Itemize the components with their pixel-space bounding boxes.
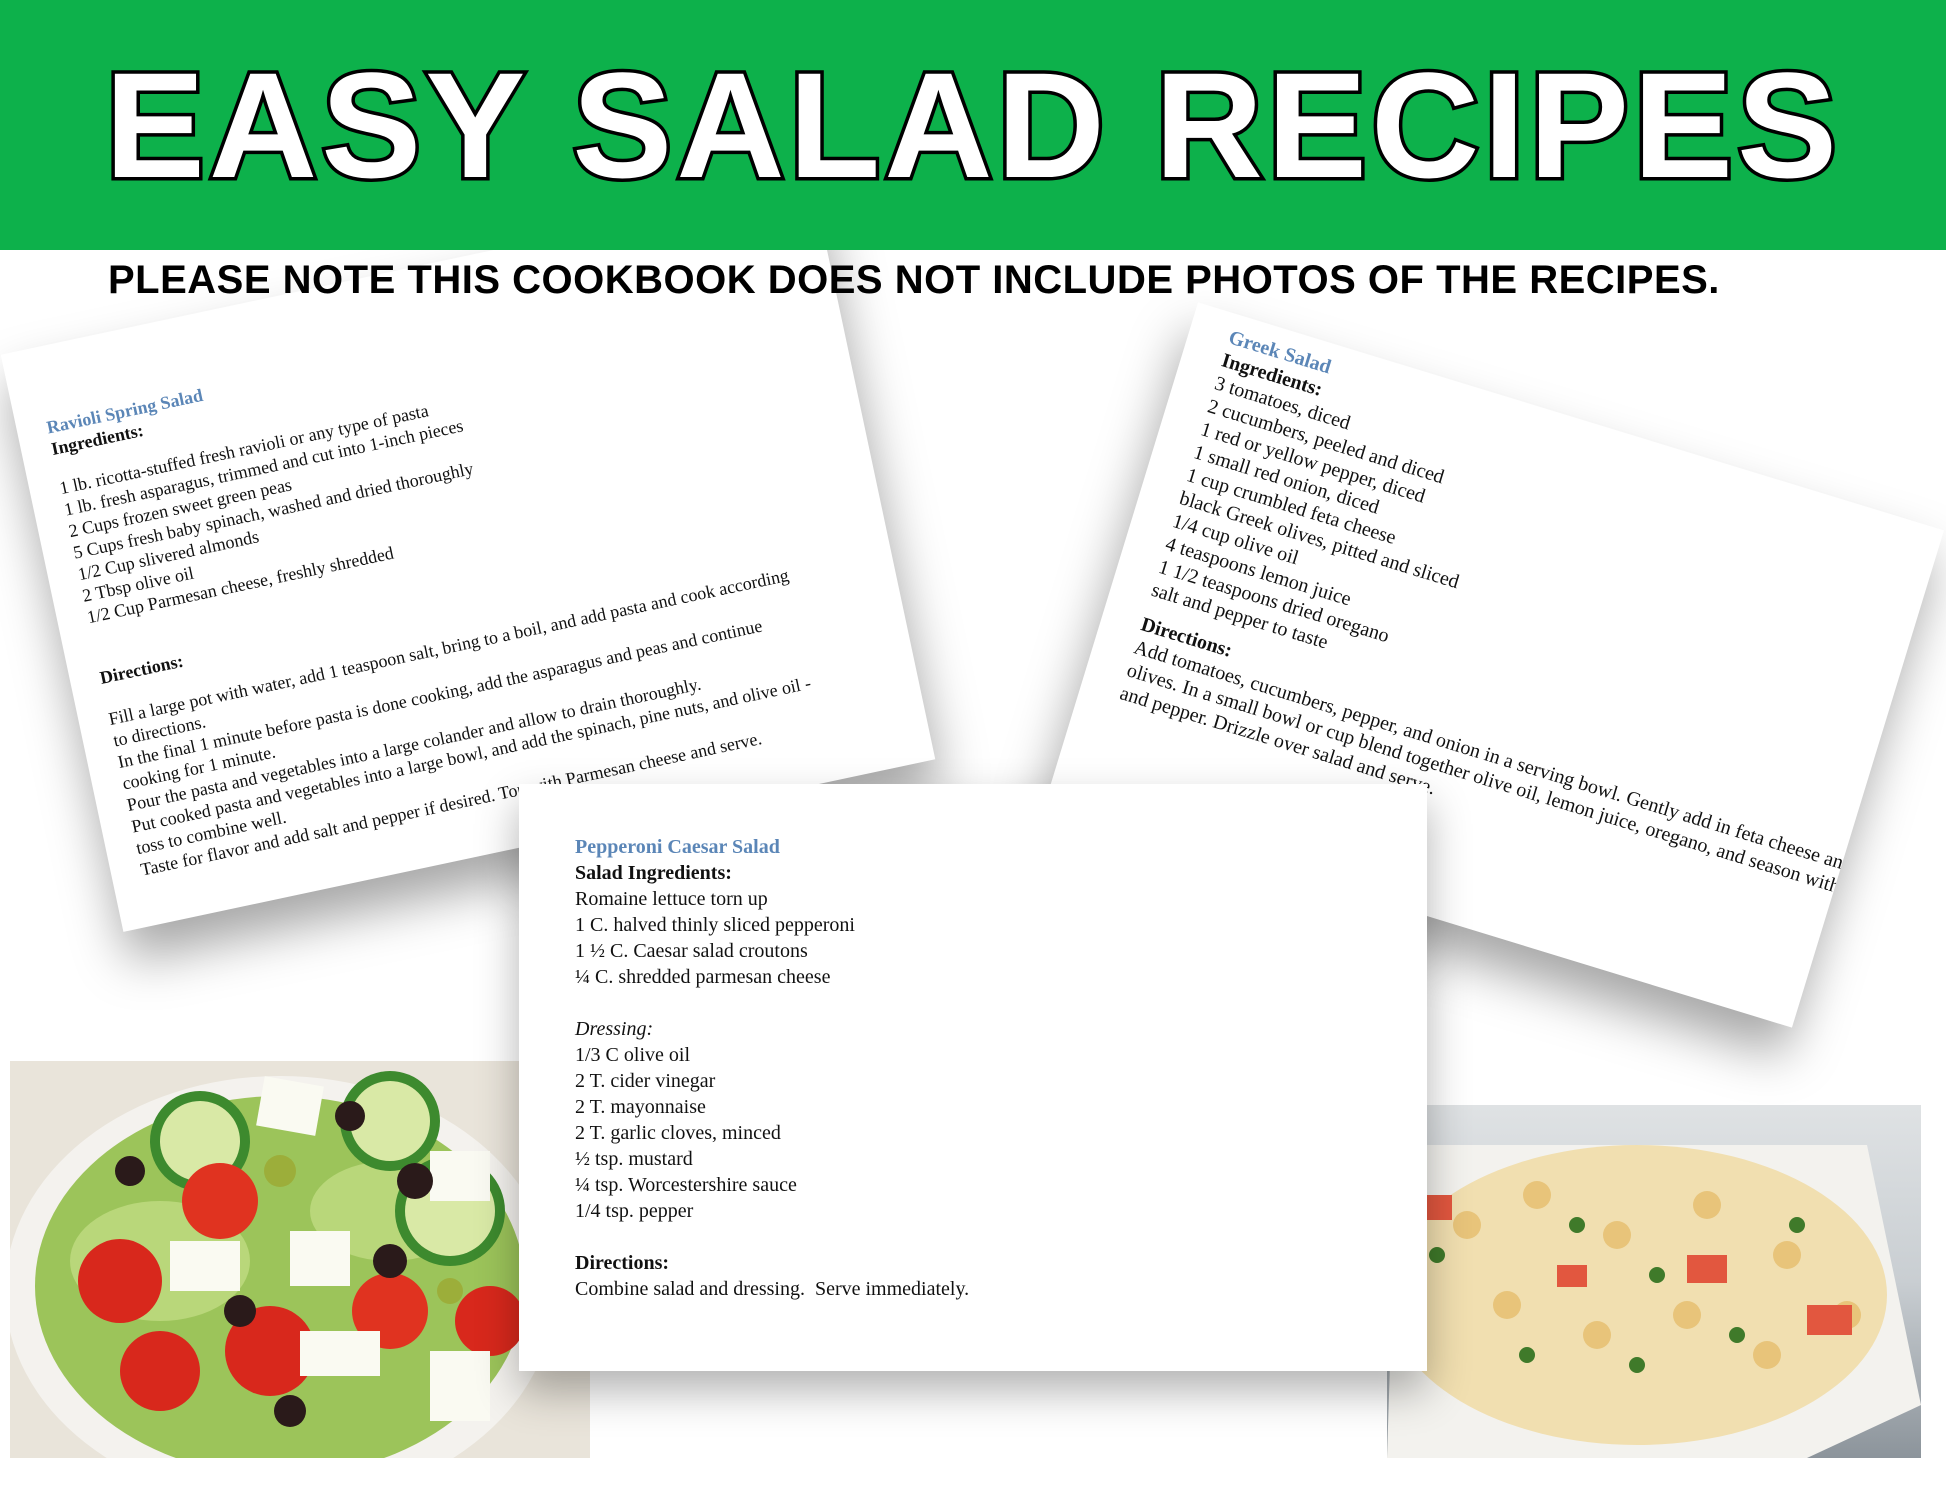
recipe-title: Pepperoni Caesar Salad	[575, 836, 780, 858]
ingredient: Romaine lettuce torn up	[575, 888, 768, 910]
greek-salad-photo	[10, 1061, 590, 1458]
dressing-item: 2 T. cider vinegar	[575, 1070, 716, 1092]
ingredient: 1 ½ C. Caesar salad croutons	[575, 940, 808, 962]
ingredients-label: Salad Ingredients:	[575, 862, 732, 884]
page-title: EASY SALAD RECIPES	[101, 41, 1842, 209]
disclaimer-note: PLEASE NOTE THIS COOKBOOK DOES NOT INCLU…	[108, 258, 1720, 302]
ingredient: 1 C. halved thinly sliced pepperoni	[575, 914, 855, 936]
header-banner: EASY SALAD RECIPES	[0, 0, 1946, 250]
directions-label: Directions:	[575, 1252, 670, 1274]
pasta-salad-photo	[1387, 1105, 1921, 1458]
dressing-label: Dressing:	[575, 1018, 654, 1040]
directions-text: Combine salad and dressing. Serve immedi…	[575, 1278, 970, 1300]
dressing-item: ¼ tsp. Worcestershire sauce	[575, 1174, 797, 1196]
dressing-item: 1/4 tsp. pepper	[575, 1200, 694, 1222]
dressing-item: 2 T. garlic cloves, minced	[575, 1122, 781, 1144]
dressing-item: 1/3 C olive oil	[575, 1044, 690, 1066]
ingredient: ¼ C. shredded parmesan cheese	[575, 966, 831, 988]
caesar-recipe-card: Pepperoni Caesar Salad Salad Ingredients…	[519, 784, 1427, 1371]
dressing-item: ½ tsp. mustard	[575, 1148, 693, 1170]
dressing-item: 2 T. mayonnaise	[575, 1096, 706, 1118]
